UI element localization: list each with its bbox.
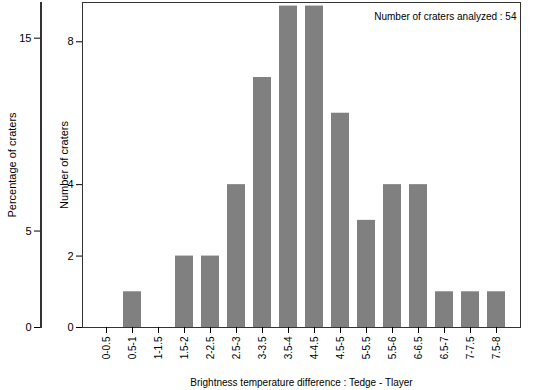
svg-text:4.5-5: 4.5-5	[335, 336, 346, 359]
svg-text:7-7.5: 7-7.5	[465, 336, 476, 359]
svg-text:0: 0	[67, 321, 73, 333]
svg-text:8: 8	[67, 35, 73, 47]
svg-text:1.5-2: 1.5-2	[179, 336, 190, 359]
svg-text:3.5-4: 3.5-4	[283, 336, 294, 359]
svg-text:4: 4	[67, 178, 74, 191]
svg-text:1-1.5: 1-1.5	[153, 336, 164, 359]
svg-text:Number of craters: Number of craters	[58, 120, 70, 209]
svg-text:7.5-8: 7.5-8	[491, 336, 502, 359]
svg-text:5-5.5: 5-5.5	[361, 336, 372, 359]
svg-text:2.5-3: 2.5-3	[231, 336, 242, 359]
svg-text:2: 2	[67, 250, 73, 262]
svg-text:6-6.5: 6-6.5	[413, 336, 424, 359]
svg-text:0-0.5: 0-0.5	[101, 336, 112, 359]
svg-text:6.5-7: 6.5-7	[439, 336, 450, 359]
svg-text:5: 5	[25, 225, 31, 237]
svg-text:0.5-1: 0.5-1	[127, 336, 138, 359]
svg-text:Number of craters analyzed : 5: Number of craters analyzed : 54	[374, 11, 517, 22]
svg-text:15: 15	[19, 32, 31, 44]
svg-text:0: 0	[25, 321, 31, 333]
svg-text:4-4.5: 4-4.5	[309, 336, 320, 359]
svg-text:5.5-6: 5.5-6	[387, 336, 398, 359]
svg-text:Brightness temperature differe: Brightness temperature difference : Tedg…	[190, 377, 413, 388]
svg-text:Percentage of craters: Percentage of craters	[6, 112, 18, 218]
svg-text:3-3.5: 3-3.5	[257, 336, 268, 359]
svg-text:2-2.5: 2-2.5	[205, 336, 216, 359]
